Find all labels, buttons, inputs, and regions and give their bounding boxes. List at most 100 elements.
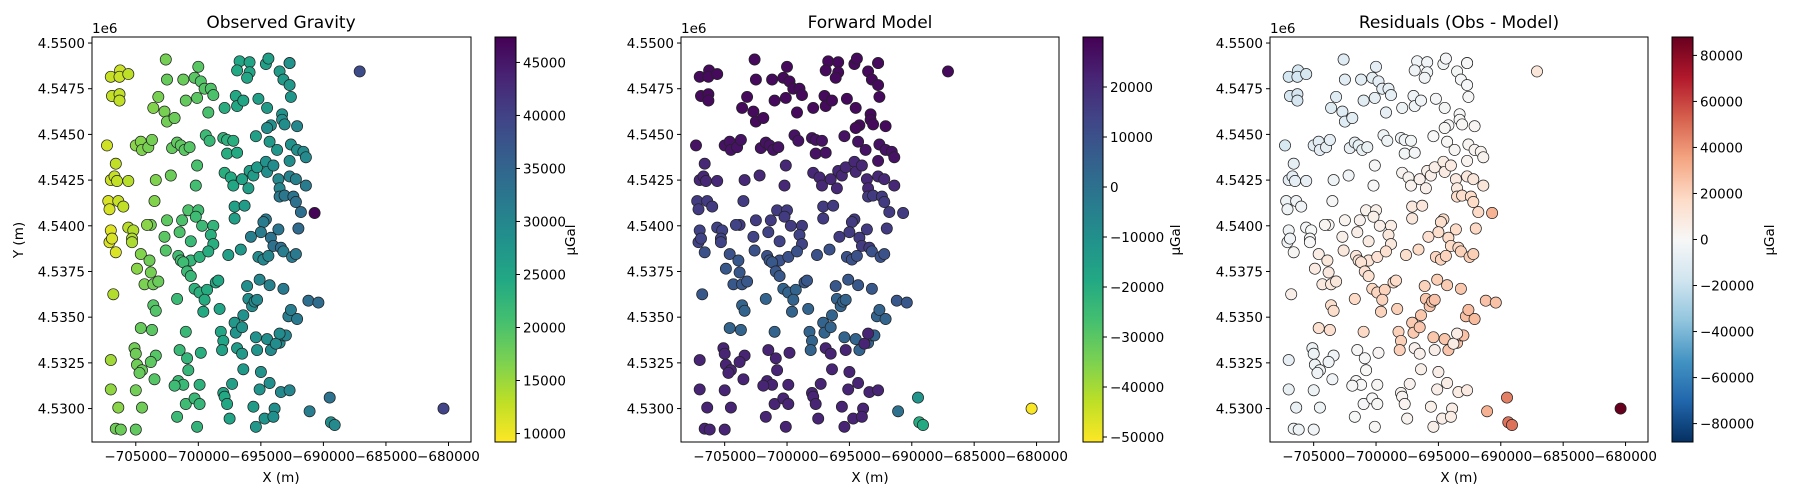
y-tick-label: 4.5425 — [38, 173, 85, 189]
colorbar-tick-label: −40000 — [1110, 380, 1164, 396]
data-point — [768, 325, 781, 338]
data-point — [1489, 296, 1502, 309]
data-point — [809, 398, 822, 410]
data-point — [289, 196, 302, 208]
data-point — [787, 293, 800, 306]
colorbar-label: µGal — [563, 224, 579, 255]
data-point — [912, 391, 924, 404]
data-point — [1401, 412, 1414, 425]
data-point — [858, 337, 871, 350]
x-tick-label: −690000 — [292, 449, 355, 465]
data-point — [221, 147, 234, 160]
data-point — [1348, 410, 1361, 423]
data-point — [196, 219, 209, 232]
data-point — [289, 248, 302, 261]
data-point — [237, 309, 250, 322]
data-point — [1291, 94, 1304, 107]
data-point — [1479, 294, 1492, 307]
data-point — [718, 384, 731, 397]
y-tick-label: 4.5500 — [627, 36, 674, 52]
data-point — [122, 68, 135, 81]
data-point — [152, 275, 165, 288]
data-point — [1318, 218, 1331, 231]
data-point — [1441, 135, 1454, 148]
data-point — [880, 222, 893, 235]
data-point — [103, 203, 116, 216]
data-point — [845, 216, 858, 229]
data-point — [1461, 154, 1474, 167]
data-point — [1322, 266, 1335, 279]
data-point — [872, 384, 885, 397]
data-point — [873, 303, 886, 316]
data-point — [1338, 214, 1351, 227]
data-point — [289, 173, 302, 186]
data-point — [812, 412, 825, 425]
data-point — [1467, 196, 1480, 208]
data-point — [283, 154, 296, 167]
data-point — [158, 230, 171, 243]
data-point — [1279, 139, 1291, 152]
data-point — [883, 206, 896, 219]
data-point — [1413, 173, 1426, 186]
data-point — [1326, 195, 1339, 208]
data-point — [773, 235, 786, 248]
data-point — [778, 210, 791, 223]
data-point — [191, 91, 204, 104]
data-point — [888, 179, 901, 192]
data-point — [1307, 423, 1320, 436]
data-point — [171, 292, 184, 305]
data-point — [202, 245, 215, 258]
data-point — [1418, 280, 1431, 293]
data-point — [272, 223, 285, 236]
data-point — [900, 296, 913, 309]
colorbar-tick-label: 15000 — [523, 374, 566, 390]
data-point — [1468, 120, 1481, 133]
data-point — [161, 214, 173, 227]
data-point — [1444, 410, 1457, 423]
data-point — [1346, 112, 1359, 124]
data-point — [835, 400, 848, 413]
data-point — [749, 214, 762, 227]
data-point — [191, 420, 204, 433]
data-point — [701, 401, 714, 414]
data-point — [1408, 146, 1421, 159]
colorbar-tick-label: −80000 — [1700, 417, 1754, 433]
data-point — [251, 161, 264, 174]
data-point — [1025, 402, 1038, 415]
data-point — [1427, 130, 1440, 143]
data-point — [1461, 384, 1474, 397]
data-point — [253, 273, 266, 286]
colorbar-tick-label: 10000 — [1110, 130, 1153, 146]
data-point — [859, 143, 872, 156]
colorbar-gradient — [1082, 36, 1104, 443]
data-point — [1406, 200, 1419, 213]
data-point — [133, 366, 146, 379]
data-point — [855, 410, 868, 423]
data-point — [1456, 118, 1469, 131]
data-point — [1358, 352, 1371, 365]
data-point — [1307, 347, 1320, 360]
data-point — [143, 254, 156, 267]
data-point — [814, 377, 827, 390]
data-point — [112, 401, 125, 414]
y-tick-label: 4.5400 — [38, 219, 85, 235]
data-point — [781, 60, 793, 73]
y-tick-label: 4.5450 — [38, 127, 85, 143]
data-point — [179, 325, 192, 338]
data-point — [779, 159, 792, 172]
data-point — [213, 302, 226, 315]
data-point — [1462, 303, 1475, 316]
data-point — [149, 304, 162, 317]
data-point — [843, 366, 856, 378]
data-point — [1281, 203, 1294, 216]
x-tick-label: −685000 — [1532, 449, 1595, 465]
data-point — [353, 65, 366, 78]
y-tick-label: 4.5400 — [627, 219, 674, 235]
data-point — [789, 283, 802, 296]
data-point — [249, 130, 262, 143]
data-point — [698, 157, 711, 170]
y-tick-label: 4.5350 — [627, 310, 674, 326]
data-point — [1330, 275, 1343, 288]
data-point — [703, 423, 716, 436]
data-point — [159, 244, 172, 257]
